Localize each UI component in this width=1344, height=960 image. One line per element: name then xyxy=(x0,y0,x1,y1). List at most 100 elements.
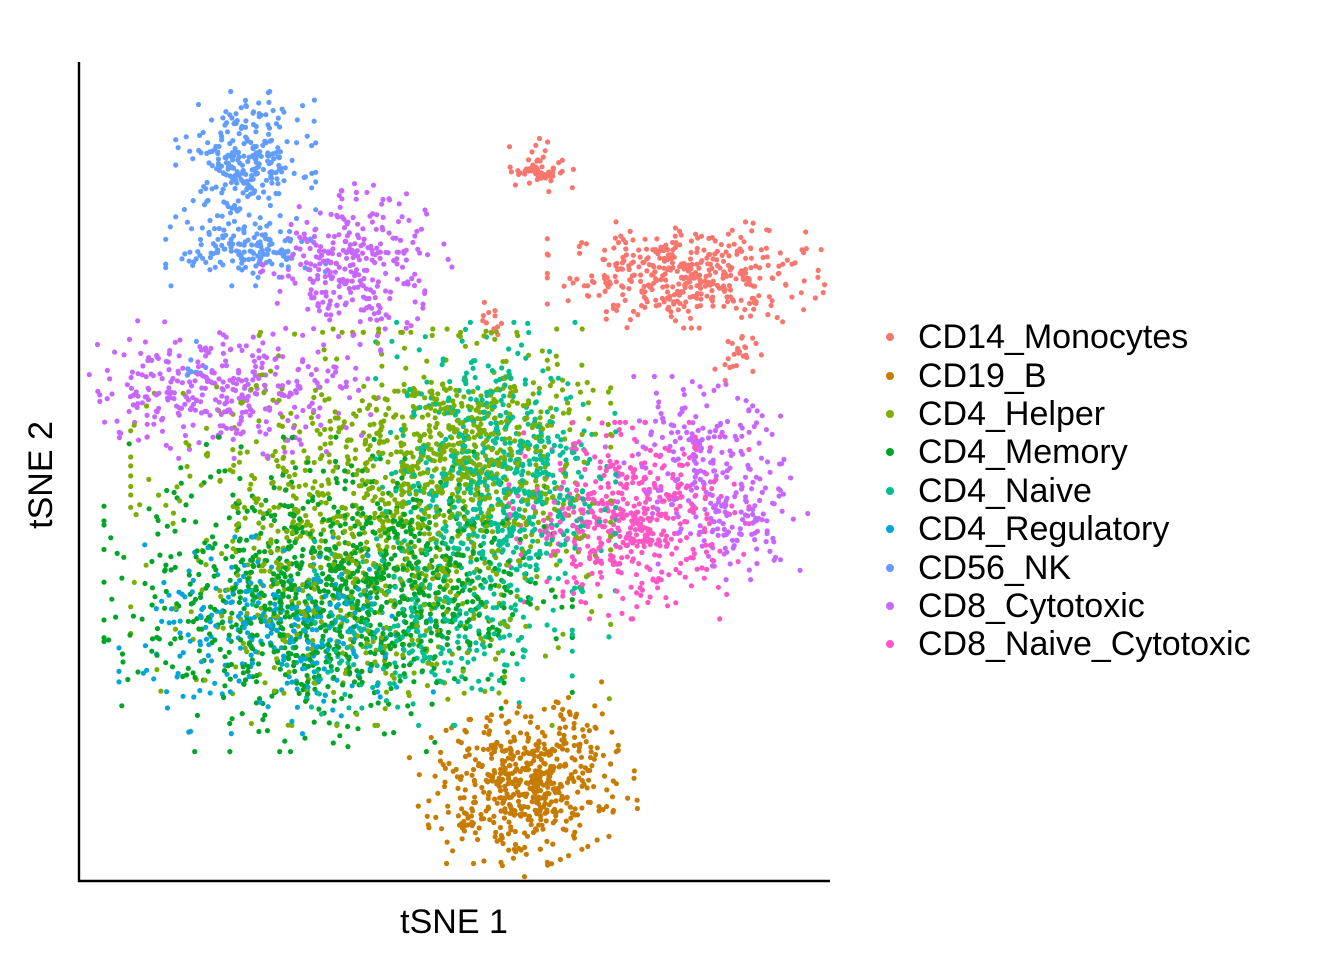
scatter-point xyxy=(741,239,747,245)
scatter-point xyxy=(211,370,217,376)
scatter-point xyxy=(133,511,139,518)
scatter-point xyxy=(256,348,262,354)
scatter-point xyxy=(571,720,577,727)
scatter-point xyxy=(754,408,760,414)
scatter-point xyxy=(613,219,619,225)
scatter-point xyxy=(232,673,238,679)
scatter-point xyxy=(228,425,235,431)
scatter-point xyxy=(112,349,118,355)
scatter-point xyxy=(487,718,493,724)
scatter-point xyxy=(353,561,360,567)
scatter-point xyxy=(496,690,502,696)
scatter-point xyxy=(454,625,460,632)
scatter-point xyxy=(478,510,484,516)
scatter-point xyxy=(555,645,561,651)
scatter-point xyxy=(673,600,679,606)
scatter-point xyxy=(177,630,183,636)
scatter-point xyxy=(743,398,749,404)
scatter-point xyxy=(241,562,248,568)
scatter-point xyxy=(399,641,406,648)
scatter-point xyxy=(704,566,710,573)
scatter-point xyxy=(592,559,599,566)
scatter-point xyxy=(724,591,730,598)
scatter-point xyxy=(578,599,584,605)
scatter-point xyxy=(513,761,519,767)
scatter-point xyxy=(397,673,403,679)
scatter-point xyxy=(591,279,597,286)
scatter-point xyxy=(211,564,217,570)
scatter-point xyxy=(775,271,781,277)
scatter-point xyxy=(389,471,395,477)
scatter-point xyxy=(139,400,145,406)
scatter-point xyxy=(630,237,636,243)
scatter-point xyxy=(425,469,431,476)
scatter-point xyxy=(466,617,472,623)
scatter-point xyxy=(423,573,429,579)
scatter-point xyxy=(186,568,192,574)
scatter-point xyxy=(502,440,508,446)
scatter-point xyxy=(677,521,683,527)
scatter-point xyxy=(687,256,694,262)
scatter-point xyxy=(309,170,315,176)
scatter-point xyxy=(233,381,240,387)
scatter-point xyxy=(251,545,257,551)
scatter-point xyxy=(507,763,513,769)
scatter-point xyxy=(598,484,604,491)
scatter-point xyxy=(180,693,186,699)
scatter-point xyxy=(760,254,766,261)
scatter-point xyxy=(715,526,721,532)
scatter-point xyxy=(219,363,225,369)
scatter-point xyxy=(528,714,534,720)
scatter-point xyxy=(459,580,465,587)
scatter-point xyxy=(720,283,727,289)
scatter-point xyxy=(192,674,198,681)
scatter-point xyxy=(393,651,399,657)
scatter-point xyxy=(336,541,342,547)
scatter-point xyxy=(579,326,585,332)
scatter-point xyxy=(375,279,381,285)
scatter-point xyxy=(402,456,408,462)
scatter-point xyxy=(305,679,311,685)
scatter-point xyxy=(313,645,319,651)
scatter-point xyxy=(533,456,540,462)
scatter-point xyxy=(659,465,665,471)
scatter-point xyxy=(392,497,398,503)
scatter-point xyxy=(264,728,271,734)
scatter-point xyxy=(154,626,161,632)
scatter-point xyxy=(588,744,594,750)
scatter-point xyxy=(432,739,438,745)
scatter-point xyxy=(372,260,378,266)
scatter-point xyxy=(162,319,168,325)
scatter-point xyxy=(721,532,727,538)
scatter-point xyxy=(665,603,671,609)
scatter-point xyxy=(663,533,670,539)
scatter-point xyxy=(567,804,574,810)
scatter-point xyxy=(296,587,302,593)
scatter-point xyxy=(308,415,314,421)
scatter-point xyxy=(353,189,359,195)
scatter-point xyxy=(390,525,396,531)
scatter-point xyxy=(677,570,683,576)
scatter-point xyxy=(704,511,710,517)
scatter-point xyxy=(205,653,211,659)
scatter-point xyxy=(533,474,539,480)
scatter-point xyxy=(604,787,610,793)
scatter-point xyxy=(311,586,318,592)
scatter-point xyxy=(285,604,291,610)
scatter-point xyxy=(417,530,423,537)
scatter-point xyxy=(400,432,406,438)
scatter-point xyxy=(248,720,254,727)
scatter-point xyxy=(241,153,247,159)
scatter-point xyxy=(424,481,431,488)
scatter-point xyxy=(227,689,233,695)
scatter-point xyxy=(219,190,225,196)
scatter-point xyxy=(202,677,208,683)
scatter-point xyxy=(227,720,233,727)
scatter-point xyxy=(429,391,435,397)
scatter-point xyxy=(472,757,478,763)
scatter-point xyxy=(289,449,295,455)
scatter-point xyxy=(483,599,489,605)
scatter-point xyxy=(665,471,671,477)
scatter-point xyxy=(723,249,729,255)
scatter-point xyxy=(478,811,484,818)
